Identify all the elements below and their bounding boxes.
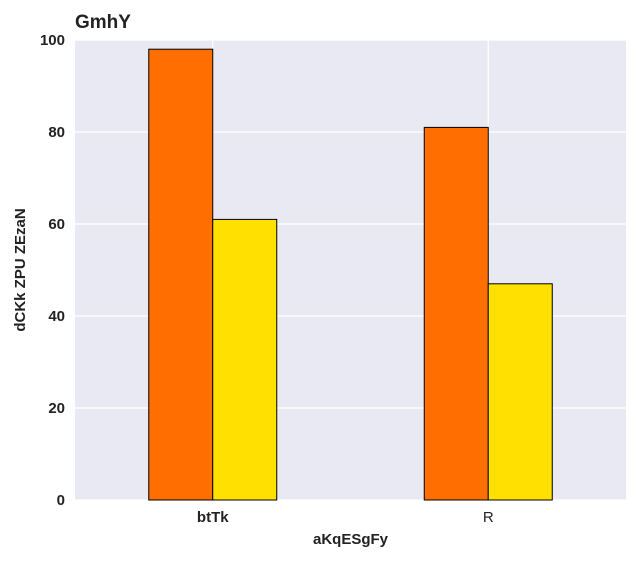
bar-btTk-series-2 bbox=[212, 218, 278, 501]
x-axis-ticks: btTk R bbox=[197, 509, 494, 526]
chart-title: GmhY bbox=[75, 12, 131, 33]
x-axis-label: aKqESgFy bbox=[313, 531, 389, 548]
x-tick-label: btTk bbox=[197, 509, 229, 526]
bars bbox=[148, 48, 553, 501]
bar-R-series-2 bbox=[487, 283, 553, 501]
bar-R-series-1 bbox=[423, 126, 489, 501]
y-tick-label: 100 bbox=[40, 32, 65, 49]
y-axis-ticks: 0 20 40 60 80 100 bbox=[40, 32, 65, 509]
y-tick-label: 40 bbox=[48, 308, 65, 325]
bar-btTk-series-1 bbox=[148, 48, 214, 501]
y-tick-label: 80 bbox=[48, 124, 65, 141]
y-tick-label: 20 bbox=[48, 400, 65, 417]
y-tick-label: 0 bbox=[57, 492, 65, 509]
y-axis-label: dCKk ZPU ZEzaN bbox=[12, 208, 29, 331]
x-tick-label: R bbox=[483, 509, 494, 526]
y-tick-label: 60 bbox=[48, 216, 65, 233]
